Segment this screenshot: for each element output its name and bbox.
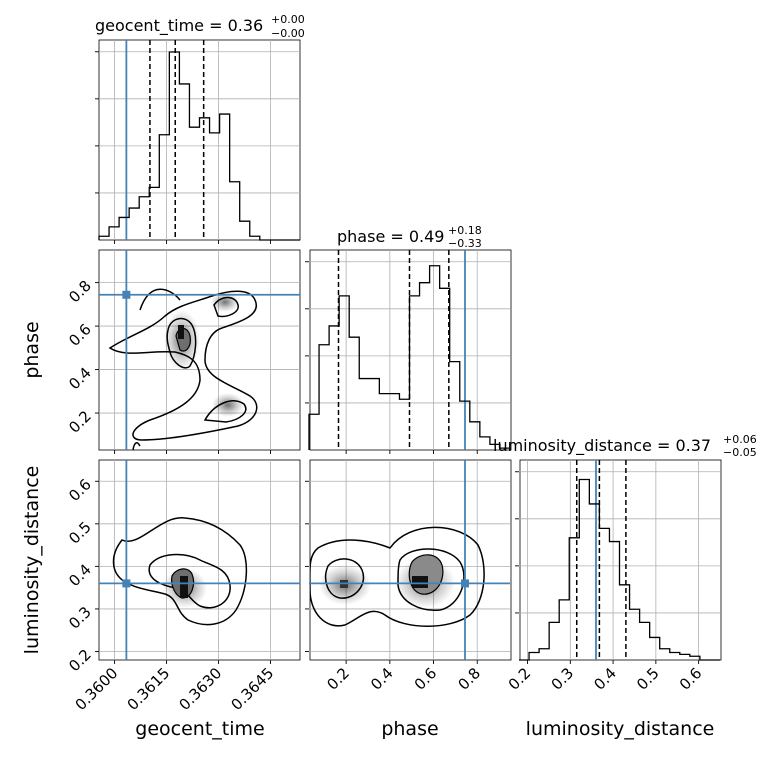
x-tick-label-phase: 0.8 — [454, 664, 484, 694]
y-tick-label-luminosity-distance: 0.3 — [65, 603, 95, 633]
histogram-luminosity-distance — [519, 478, 720, 661]
y-tick-label-phase: 0.2 — [65, 407, 95, 437]
panel-distance-vs-geocent-time — [98, 459, 301, 661]
panel-geocent-time-hist — [98, 39, 301, 241]
contours-distance-vs-phase — [310, 526, 485, 627]
x-tick-label-luminosity-distance: 0.5 — [633, 664, 663, 694]
contours-phase-vs-geocent-time — [108, 288, 258, 450]
title-luminosity-distance-minus: −0.05 — [723, 446, 757, 459]
title-geocent-time-plus: +0.00 — [271, 13, 305, 26]
y-tick-label-phase: 0.8 — [65, 277, 95, 307]
panel-phase-vs-geocent-time — [98, 249, 301, 451]
y-tick-label-phase: 0.4 — [65, 364, 95, 394]
y-axis-label-luminosity-distance: luminosity_distance — [21, 466, 43, 655]
histogram-geocent-time — [98, 51, 300, 241]
truth-marker — [122, 290, 131, 299]
y-tick-label-luminosity-distance: 0.5 — [65, 518, 95, 548]
title-geocent-time-minus: −0.00 — [271, 27, 305, 40]
title-geocent-time: geocent_time = 0.36 — [95, 16, 263, 36]
y-tick-label-luminosity-distance: 0.6 — [65, 475, 95, 505]
title-phase-minus: −0.33 — [448, 237, 482, 250]
panel-distance-hist — [519, 459, 722, 661]
title-luminosity-distance-plus: +0.06 — [723, 433, 757, 446]
title-luminosity-distance: luminosity_distance = 0.37 — [493, 436, 711, 456]
truth-marker — [460, 579, 469, 588]
y-tick-label-luminosity-distance: 0.2 — [65, 646, 95, 676]
x-axis-label-luminosity-distance: luminosity_distance — [526, 718, 715, 740]
x-tick-label-phase: 0.6 — [411, 664, 441, 694]
x-tick-label-geocent-time: 0.3645 — [228, 664, 278, 714]
x-tick-label-phase: 0.2 — [323, 664, 353, 694]
x-tick-label-luminosity-distance: 0.2 — [505, 664, 535, 694]
density-contours — [108, 288, 485, 627]
x-tick-label-phase: 0.4 — [367, 664, 397, 694]
x-tick-label-luminosity-distance: 0.4 — [590, 664, 620, 694]
x-axis-label-phase: phase — [381, 718, 438, 740]
y-axis-label-phase: phase — [21, 321, 43, 378]
x-tick-label-geocent-time: 0.3615 — [124, 664, 174, 714]
x-axis-label-geocent-time: geocent_time — [135, 718, 264, 740]
panel-distance-vs-phase — [309, 459, 512, 661]
panel-phase-hist — [309, 249, 512, 451]
y-tick-label-phase: 0.6 — [65, 320, 95, 350]
x-tick-label-luminosity-distance: 0.6 — [676, 664, 706, 694]
title-phase-plus: +0.18 — [448, 224, 482, 237]
truth-marker — [122, 579, 131, 588]
y-tick-label-luminosity-distance: 0.4 — [65, 560, 95, 590]
title-phase: phase = 0.49 — [337, 227, 444, 246]
x-tick-label-geocent-time: 0.3630 — [176, 664, 226, 714]
x-tick-label-luminosity-distance: 0.3 — [548, 664, 578, 694]
